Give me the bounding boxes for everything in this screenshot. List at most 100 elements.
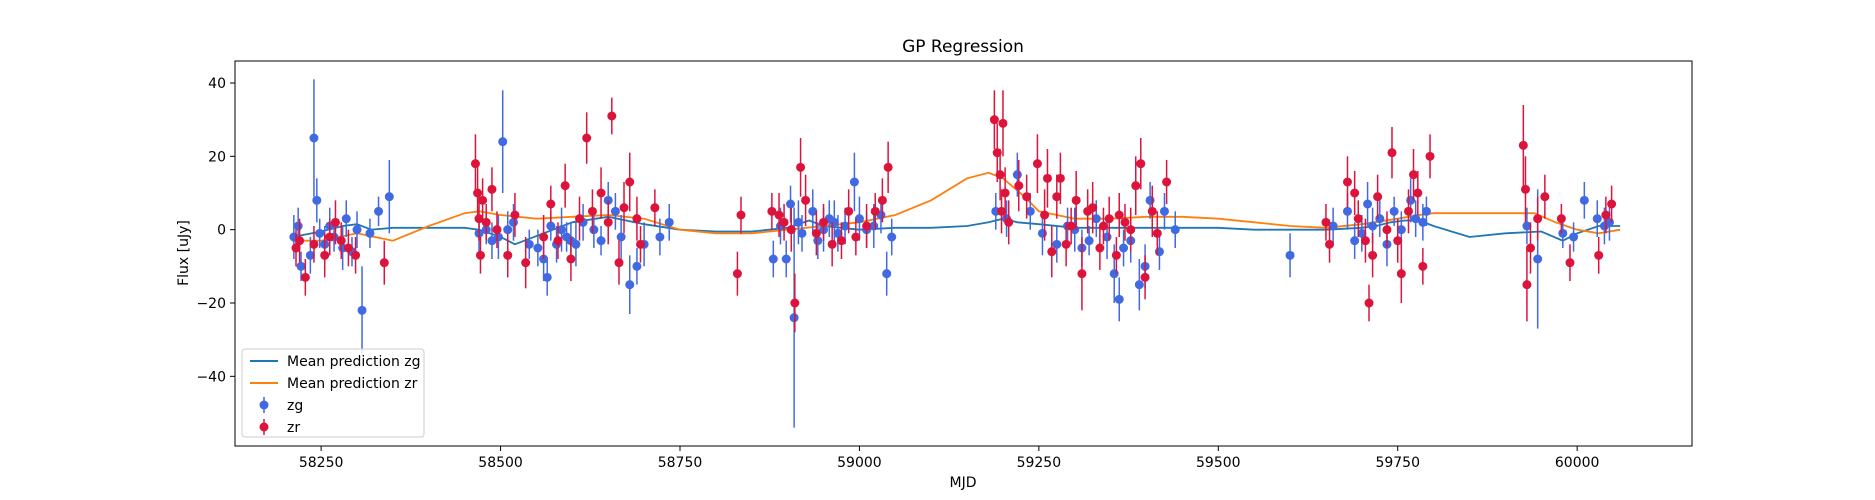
legend-box [241,348,425,438]
data-point-zg [508,204,518,241]
marker [293,221,303,231]
data-point-zr [553,222,563,259]
marker [582,133,592,143]
marker [882,269,892,279]
data-point-zg [813,222,823,259]
marker [291,243,301,253]
marker [1364,298,1374,308]
chart-title: GP Regression [902,37,1024,57]
data-point-zg [781,240,791,278]
data-point-zr [566,237,576,281]
data-point-zg [557,207,567,252]
marker [1328,221,1338,231]
marker [1396,225,1406,235]
marker [862,221,872,231]
marker [295,236,305,246]
marker [998,118,1008,128]
data-point-zr [862,204,872,248]
marker [883,162,893,172]
marker [305,250,315,260]
marker [1375,214,1385,224]
marker [553,236,563,246]
marker [1119,243,1129,253]
marker [1350,236,1360,246]
marker [1126,225,1136,235]
marker [732,269,742,279]
data-point-zg [610,193,620,230]
data-point-zg [498,90,508,193]
data-point-zr [1152,211,1162,256]
data-point-zg [854,196,864,241]
data-point-zg [312,178,322,223]
marker [851,232,861,242]
data-point-zr [575,196,585,241]
data-point-zg [1522,207,1532,245]
data-point-zr [1077,237,1087,311]
data-point-zg [1592,200,1602,237]
data-point-zg [1052,226,1062,263]
data-point-zr [1131,156,1141,215]
data-point-zr [877,178,887,223]
data-point-zr [989,90,999,149]
marker [655,232,665,242]
data-point-zr [1032,134,1042,193]
data-point-zr [587,189,597,234]
data-point-zr [1520,156,1530,223]
marker [796,162,806,172]
data-point-zr [481,204,491,241]
data-point-zg [616,215,626,259]
marker [1159,206,1169,216]
marker [1061,239,1071,249]
marker [1042,173,1052,183]
data-point-zr [320,233,330,278]
marker [1162,177,1172,187]
data-point-zr [1373,174,1383,219]
marker [1140,272,1150,282]
data-point-zr [1387,127,1397,179]
marker [1084,236,1094,246]
data-point-zr [1126,207,1136,252]
marker [1353,214,1363,224]
data-point-zr [1136,138,1146,190]
marker [542,272,552,282]
marker [1120,217,1130,227]
marker [1350,188,1360,198]
data-point-zr [1111,237,1121,274]
data-point-zg [1170,211,1180,248]
data-point-zr [1071,171,1081,230]
marker [997,206,1007,216]
marker [508,217,518,227]
data-point-zg [365,218,375,248]
data-point-zr [774,193,784,237]
marker [325,232,335,242]
marker [995,170,1005,180]
data-point-zr [603,200,613,245]
marker [1131,181,1141,191]
data-point-zr [1364,284,1374,322]
data-point-zr [732,251,742,296]
marker [351,250,361,260]
data-point-zr [291,229,301,267]
data-point-zr [492,211,502,248]
data-point-zr [343,229,353,267]
marker [664,217,674,227]
data-point-zr [1526,222,1536,274]
data-point-zr [851,218,861,256]
marker [546,199,556,209]
data-point-zr [779,204,789,241]
marker [614,258,624,268]
marker [524,239,534,249]
data-point-zg [571,222,581,267]
marker [610,206,620,216]
marker [767,206,777,216]
marker [1109,269,1119,279]
legend: Mean prediction zg Mean prediction zr zg… [241,348,425,438]
marker [1052,192,1062,202]
marker [1425,151,1435,161]
data-point-zr [521,237,531,289]
marker [1558,228,1568,238]
data-point-zr [827,222,837,267]
data-point-zg [374,196,384,226]
marker [300,272,310,282]
data-point-zr [1088,182,1098,234]
